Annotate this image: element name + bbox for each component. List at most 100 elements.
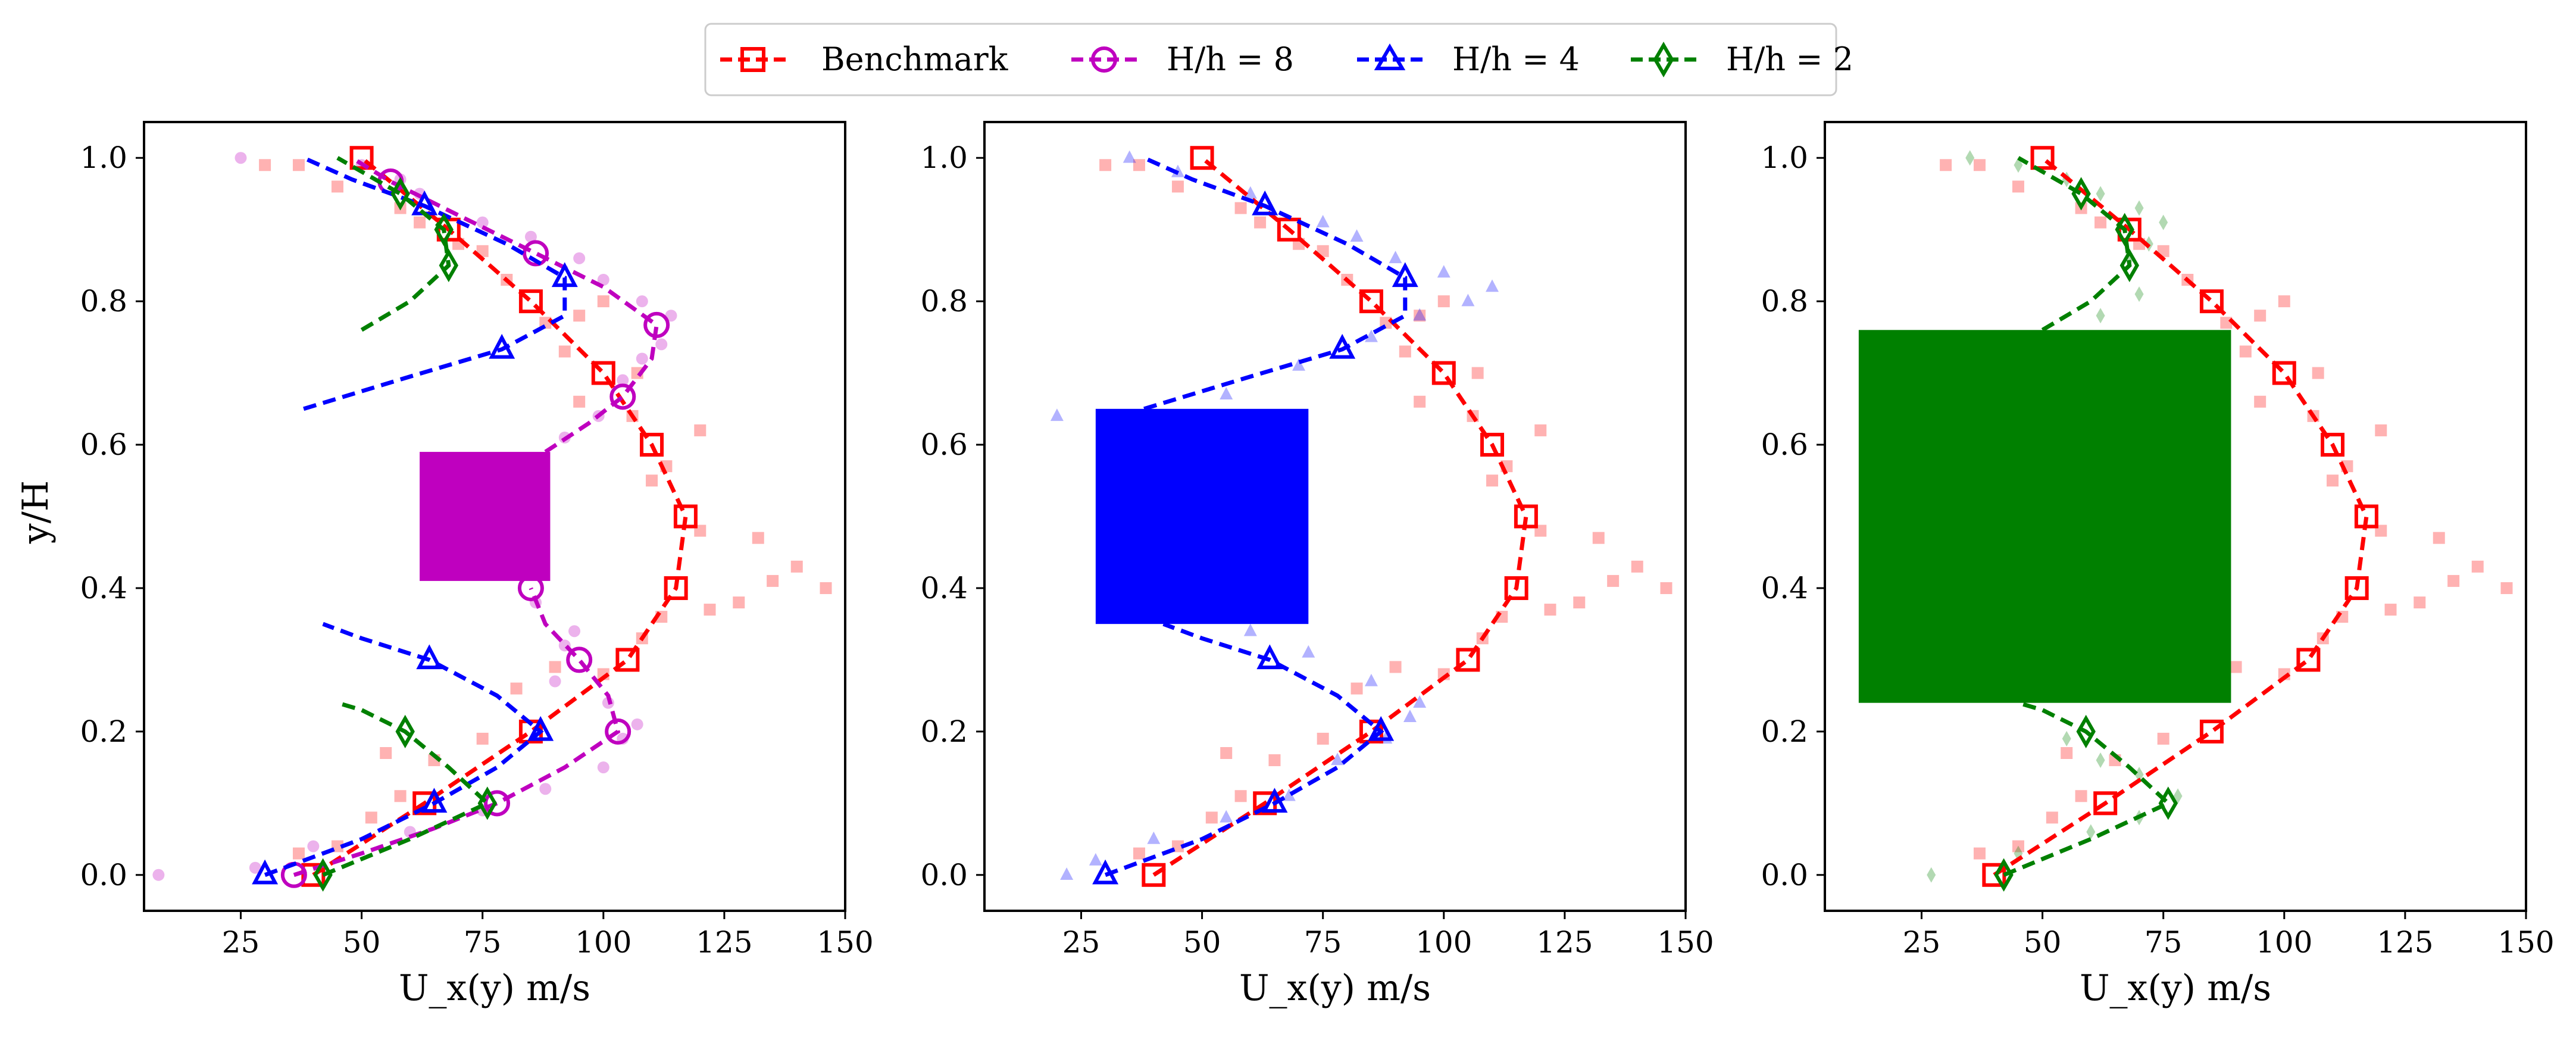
series-point [2354, 504, 2378, 529]
scatter-point [1171, 840, 1184, 852]
series-point [1368, 716, 1395, 741]
x-tick-label: 125 [2377, 925, 2433, 960]
series-point [1252, 190, 1278, 215]
scatter-point [307, 840, 320, 852]
series-point [1261, 788, 1288, 813]
x-tick-label: 100 [575, 925, 632, 960]
series-point [1504, 576, 1528, 600]
series-line [351, 156, 659, 454]
scatter-point [1060, 867, 1074, 880]
scatter-point [1243, 623, 1257, 636]
series-point [1142, 863, 1166, 887]
series-line [2017, 156, 2132, 332]
scatter-point [1414, 310, 1426, 322]
x-tick-label: 25 [1062, 925, 1101, 960]
scatter-point [2230, 661, 2242, 673]
legend-marker-h2 [1653, 42, 1674, 77]
y-tick-label: 0.8 [1761, 284, 1808, 318]
x-tick-label: 50 [343, 925, 381, 960]
legend-label-h2: H/h = 2 [1726, 40, 1853, 78]
scatter-point [646, 474, 658, 487]
y-tick-label: 0.2 [1761, 714, 1808, 749]
series-point [615, 648, 640, 672]
scatter-point [2086, 824, 2096, 840]
scatter-point [2075, 790, 2087, 802]
y-tick-label: 0.8 [80, 284, 127, 318]
series-point [1277, 217, 1301, 242]
legend-entry-h8: H/h = 8 [1071, 40, 1294, 78]
x-axis-title: U_x(y) m/s [2080, 967, 2271, 1009]
scatter-point [2278, 295, 2290, 308]
obstacle-block [1095, 408, 1309, 624]
scatter-point [1234, 202, 1247, 214]
scatter-point [2500, 582, 2513, 594]
scatter-point [331, 840, 343, 852]
scatter-point [1133, 847, 1145, 860]
scatter-point [476, 216, 489, 229]
x-tick-label: 150 [2497, 925, 2554, 960]
obstacle-block [1858, 330, 2231, 703]
scatter-point [1413, 308, 1427, 321]
scatter-point [2134, 767, 2144, 783]
x-tick-label: 150 [1657, 925, 1714, 960]
scatter-point [1350, 229, 1364, 242]
series-point [2321, 433, 2345, 457]
scatter-point [1544, 604, 1556, 616]
series-point [434, 213, 454, 246]
scatter-point [1205, 811, 1218, 824]
legend-marker-h4 [1374, 43, 1406, 70]
series-point [2119, 248, 2140, 283]
scatter-point [2220, 317, 2233, 329]
scatter-point [1268, 754, 1281, 767]
series-point [1190, 146, 1214, 170]
series-point [313, 858, 333, 892]
series-point [2030, 146, 2055, 170]
panel-h8: 25 50 75 100 125 150 0.0 0.2 0.4 0.6 0.8 1.0 U_x(y) … [80, 121, 874, 1009]
scatter-point [655, 338, 668, 351]
scatter-point [1364, 673, 1378, 686]
scatter-point [1331, 752, 1345, 766]
scatter-point [1486, 474, 1499, 487]
scatter-point [2134, 200, 2144, 216]
scatter-point [573, 310, 586, 322]
series-line [336, 156, 451, 332]
scatter-point [2312, 367, 2324, 379]
series-line [322, 701, 492, 877]
scatter-point [1973, 159, 1986, 171]
series-point [523, 240, 549, 267]
scatter-point [1461, 293, 1475, 307]
scatter-point [665, 310, 677, 322]
scatter-point [380, 747, 392, 759]
panel-h4: 25 50 75 100 125 150 0.0 0.2 0.4 0.6 0.8 1.0 U_x(y) … [920, 121, 1714, 1009]
scatter-point [597, 274, 609, 286]
scatter-point [1282, 788, 1296, 801]
scatter-point [2096, 308, 2105, 324]
series-line [2003, 701, 2172, 877]
scatter-point [1940, 159, 1952, 171]
scatter-point [1316, 214, 1330, 227]
y-tick-label: 0.6 [920, 427, 968, 462]
scatter-point [2157, 732, 2169, 745]
series-point [2117, 217, 2142, 242]
y-tick-label: 0.0 [920, 858, 968, 892]
series-point [673, 504, 698, 529]
scatter-point [568, 625, 581, 638]
scatter-point [1050, 408, 1064, 421]
scatter-point [573, 395, 586, 408]
scatter-point [539, 783, 552, 795]
scatter-point [2384, 604, 2397, 616]
y-tick-label: 1.0 [1761, 140, 1808, 175]
scatter-point [1534, 424, 1547, 436]
series-3 [252, 621, 554, 885]
scatter-point [2012, 840, 2024, 852]
scatter-point [1592, 532, 1605, 544]
scatter-point [331, 180, 343, 193]
y-tick-label: 0.8 [920, 284, 968, 318]
scatter-point [2375, 424, 2387, 436]
legend-frame [704, 23, 1837, 96]
x-axis-title: U_x(y) m/s [1239, 967, 1431, 1009]
scatter-point [1631, 560, 1643, 573]
scatter-point [2094, 216, 2107, 229]
scatter-point [510, 682, 523, 695]
scatter-point [1413, 695, 1427, 708]
